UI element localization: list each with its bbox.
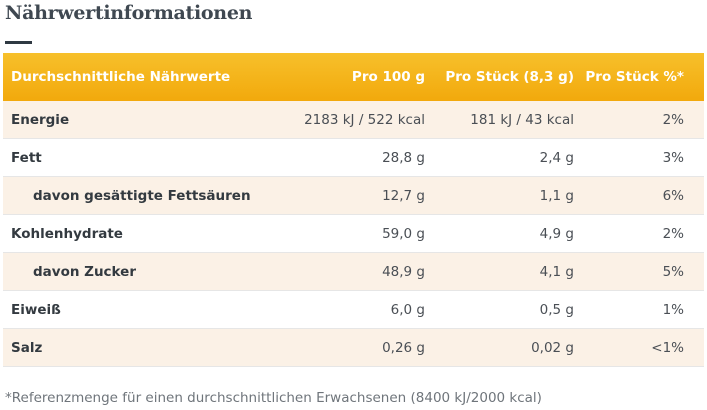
value-per-100g: 12,7 g xyxy=(382,187,425,204)
value-percent: 1% xyxy=(662,301,684,318)
value-per-piece: 0,02 g xyxy=(531,339,574,356)
table-row-zucker: davon Zucker 48,9 g 4,1 g 5% xyxy=(3,253,704,291)
table-row-gesaettigte-fettsaeuren: davon gesättigte Fettsäuren 12,7 g 1,1 g… xyxy=(3,177,704,215)
value-per-piece: 4,9 g xyxy=(539,225,574,242)
value-per-100g: 6,0 g xyxy=(390,301,425,318)
page-title: Nährwertinformationen xyxy=(5,2,253,24)
reference-footnote: *Referenzmenge für einen durchschnittlic… xyxy=(5,390,542,406)
value-percent: 6% xyxy=(662,187,684,204)
header-per-piece: Pro Stück (8,3 g) xyxy=(445,69,574,85)
value-percent: <1% xyxy=(651,339,684,356)
value-percent: 5% xyxy=(662,263,684,280)
row-label: Energie xyxy=(11,111,70,128)
table-row-eiweiss: Eiweiß 6,0 g 0,5 g 1% xyxy=(3,291,704,329)
table-row-energie: Energie 2183 kJ / 522 kcal 181 kJ / 43 k… xyxy=(3,101,704,139)
table-row-salz: Salz 0,26 g 0,02 g <1% xyxy=(3,329,704,367)
header-percent: Pro Stück %* xyxy=(585,69,684,85)
row-label: Kohlenhydrate xyxy=(11,225,123,242)
value-per-piece: 1,1 g xyxy=(539,187,574,204)
row-label: Eiweiß xyxy=(11,301,61,318)
value-per-100g: 2183 kJ / 522 kcal xyxy=(304,111,425,128)
row-label: davon gesättigte Fettsäuren xyxy=(33,187,251,204)
table-header-row: Durchschnittliche Nährwerte Pro 100 g Pr… xyxy=(3,53,704,101)
value-per-piece: 4,1 g xyxy=(539,263,574,280)
nutrition-table: Durchschnittliche Nährwerte Pro 100 g Pr… xyxy=(3,53,704,367)
value-per-100g: 48,9 g xyxy=(382,263,425,280)
value-per-piece: 181 kJ / 43 kcal xyxy=(470,111,574,128)
table-row-fett: Fett 28,8 g 2,4 g 3% xyxy=(3,139,704,177)
header-name: Durchschnittliche Nährwerte xyxy=(11,69,231,85)
value-per-100g: 28,8 g xyxy=(382,149,425,166)
value-per-100g: 59,0 g xyxy=(382,225,425,242)
header-per-100g: Pro 100 g xyxy=(351,69,425,85)
title-underline xyxy=(5,41,32,44)
value-per-piece: 0,5 g xyxy=(539,301,574,318)
row-label: Salz xyxy=(11,339,43,356)
row-label: davon Zucker xyxy=(33,263,136,280)
value-per-piece: 2,4 g xyxy=(539,149,574,166)
value-percent: 3% xyxy=(662,149,684,166)
table-row-kohlenhydrate: Kohlenhydrate 59,0 g 4,9 g 2% xyxy=(3,215,704,253)
value-per-100g: 0,26 g xyxy=(382,339,425,356)
value-percent: 2% xyxy=(662,111,684,128)
row-label: Fett xyxy=(11,149,42,166)
value-percent: 2% xyxy=(662,225,684,242)
